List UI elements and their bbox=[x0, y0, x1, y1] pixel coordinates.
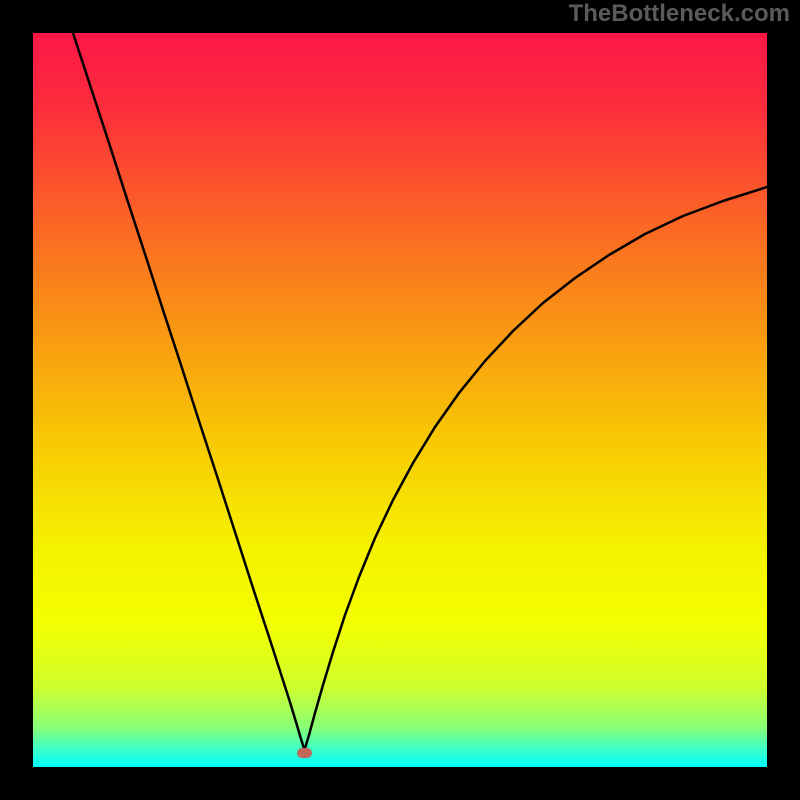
watermark-text: TheBottleneck.com bbox=[569, 0, 790, 28]
gradient-background bbox=[33, 33, 767, 767]
chart-svg bbox=[33, 33, 767, 767]
plot-area bbox=[33, 33, 767, 767]
chart-frame: TheBottleneck.com bbox=[0, 0, 800, 800]
minimum-marker bbox=[297, 748, 312, 758]
